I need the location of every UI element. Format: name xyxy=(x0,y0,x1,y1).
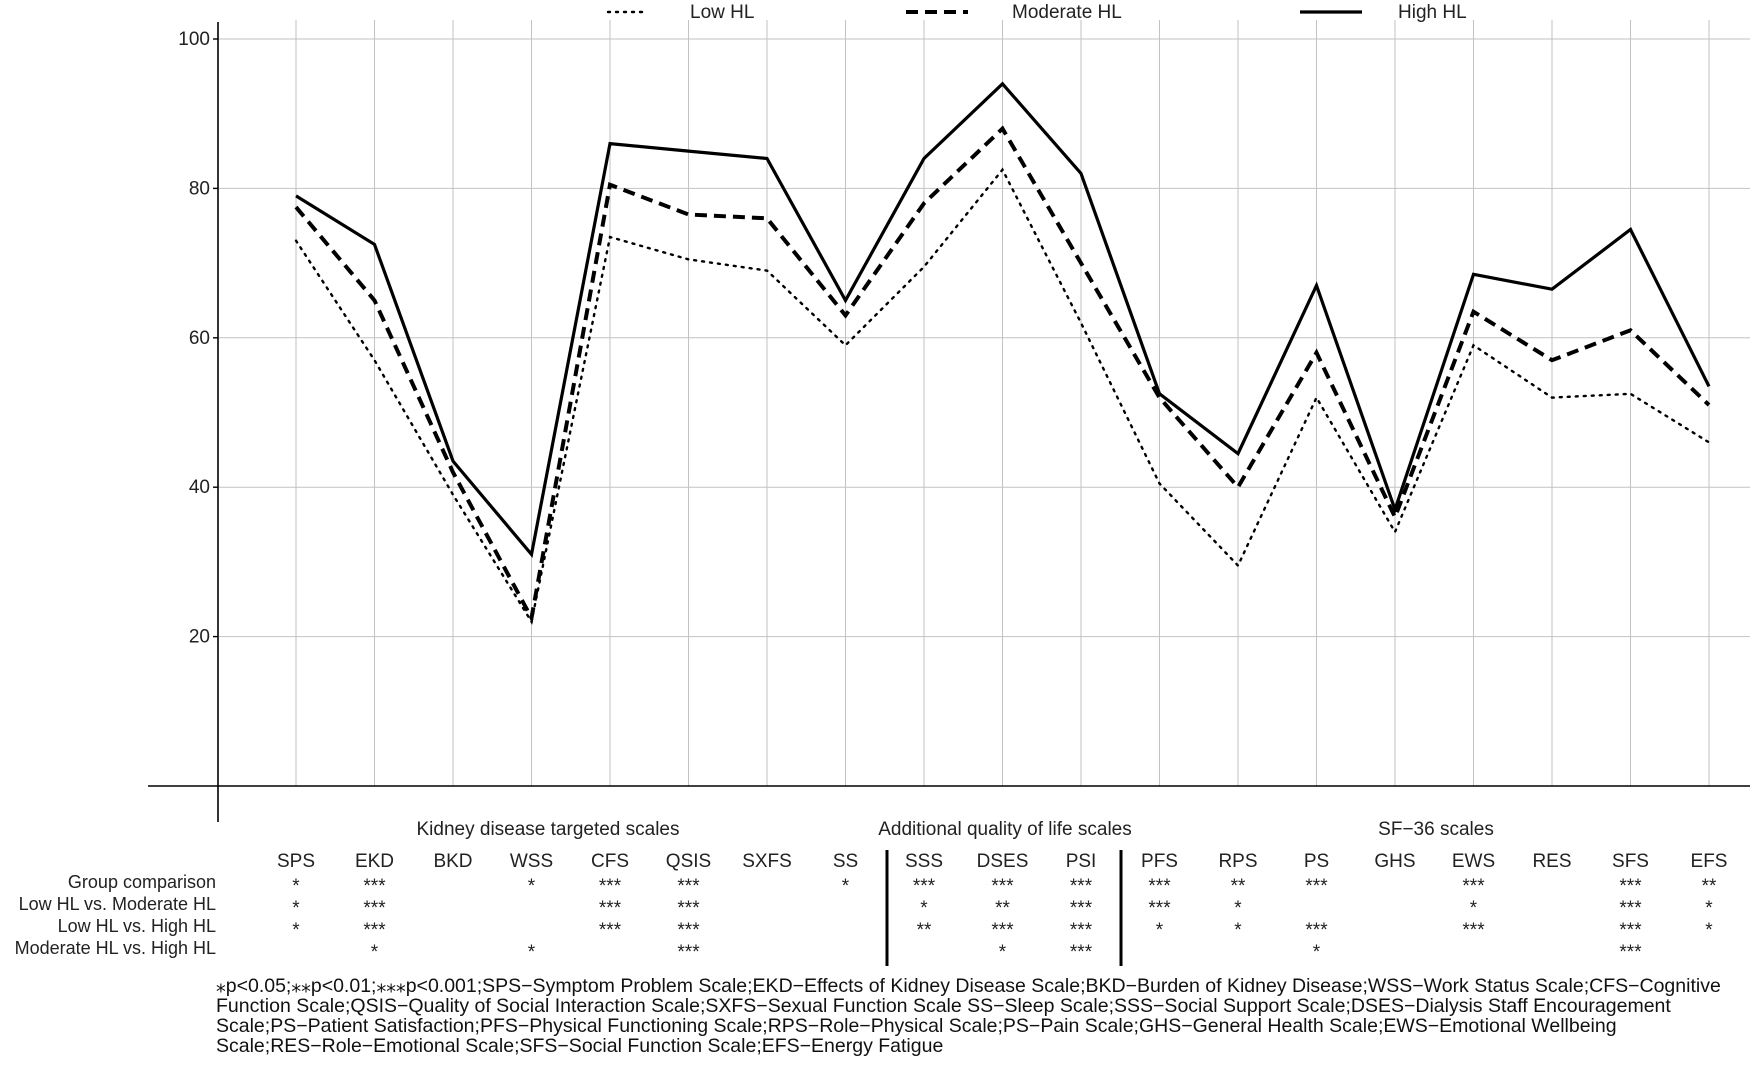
group-label: Additional quality of life scales xyxy=(878,819,1131,840)
category-label: PS xyxy=(1304,851,1329,872)
category-label: EKD xyxy=(355,851,394,872)
significance-mark: *** xyxy=(1070,942,1093,963)
category-label: WSS xyxy=(510,851,553,872)
significance-mark: ** xyxy=(995,898,1010,919)
significance-mark: *** xyxy=(1148,898,1171,919)
significance-mark: *** xyxy=(1070,876,1093,897)
significance-mark: ** xyxy=(1231,876,1246,897)
significance-mark: *** xyxy=(677,876,700,897)
significance-mark: *** xyxy=(1619,898,1642,919)
significance-mark: *** xyxy=(1070,920,1093,941)
significance-mark: * xyxy=(528,876,536,897)
significance-mark: * xyxy=(1705,898,1713,919)
significance-mark: *** xyxy=(677,898,700,919)
group-label: Kidney disease targeted scales xyxy=(417,819,680,840)
significance-mark: *** xyxy=(599,898,622,919)
significance-mark: *** xyxy=(363,876,386,897)
significance-mark: *** xyxy=(913,876,936,897)
significance-mark: *** xyxy=(599,876,622,897)
legend-label: High HL xyxy=(1398,2,1467,23)
category-label: SSS xyxy=(905,851,943,872)
significance-mark: * xyxy=(1313,942,1321,963)
significance-row-label: Moderate HL vs. High HL xyxy=(15,938,216,958)
category-label: CFS xyxy=(591,851,629,872)
series-line-high-hl xyxy=(295,81,1711,559)
significance-mark: *** xyxy=(677,942,700,963)
significance-mark: *** xyxy=(1148,876,1171,897)
significance-mark: * xyxy=(292,876,300,897)
significance-mark: * xyxy=(842,876,850,897)
y-ticks: 100 80 60 40 20 xyxy=(178,29,218,648)
category-label: EFS xyxy=(1691,851,1728,872)
footnote: ⁎p<0.05;⁎⁎p<0.01;⁎⁎⁎p<0.001;SPS−Symptom … xyxy=(216,975,1721,1057)
axes xyxy=(148,22,1750,822)
significance-mark: * xyxy=(1156,920,1164,941)
y-tick-label: 60 xyxy=(189,328,210,349)
category-label: SS xyxy=(833,851,858,872)
significance-mark: ** xyxy=(917,920,932,941)
significance-mark: * xyxy=(371,942,379,963)
significance-mark: *** xyxy=(1462,920,1485,941)
significance-table: Group comparison * *** * *** *** * *** *** *** ***… xyxy=(15,872,1717,963)
group-label: SF−36 scales xyxy=(1378,819,1494,840)
category-label: EWS xyxy=(1452,851,1495,872)
significance-mark: *** xyxy=(1070,898,1093,919)
significance-mark: ** xyxy=(1702,876,1717,897)
significance-mark: *** xyxy=(363,898,386,919)
significance-mark: *** xyxy=(1305,876,1328,897)
category-labels: SPS EKD BKD WSS CFS QSIS SXFS SS SSS DSES PSI PFS RP… xyxy=(277,851,1727,872)
group-dividers xyxy=(885,850,1123,966)
significance-mark: * xyxy=(292,898,300,919)
significance-mark: *** xyxy=(1619,920,1642,941)
series-line-moderate-hl xyxy=(294,125,1711,624)
category-label: BKD xyxy=(433,851,472,872)
significance-mark: *** xyxy=(991,876,1014,897)
y-tick-label: 20 xyxy=(189,627,210,648)
category-label: SFS xyxy=(1612,851,1649,872)
category-label: GHS xyxy=(1374,851,1415,872)
significance-mark: * xyxy=(1470,898,1478,919)
significance-mark: * xyxy=(528,942,536,963)
significance-mark: *** xyxy=(599,920,622,941)
significance-mark: * xyxy=(1234,898,1242,919)
significance-mark: *** xyxy=(991,920,1014,941)
legend-label: Low HL xyxy=(690,2,754,23)
y-tick-label: 80 xyxy=(189,178,210,199)
significance-mark: *** xyxy=(1619,942,1642,963)
significance-row-label: Group comparison xyxy=(68,872,216,892)
significance-mark: *** xyxy=(363,920,386,941)
significance-mark: *** xyxy=(1462,876,1485,897)
significance-mark: * xyxy=(1705,920,1713,941)
category-label: PSI xyxy=(1066,851,1097,872)
category-label: SPS xyxy=(277,851,315,872)
significance-mark: *** xyxy=(1305,920,1328,941)
significance-mark: * xyxy=(292,920,300,941)
significance-mark: * xyxy=(1234,920,1242,941)
grid xyxy=(218,20,1750,786)
y-tick-label: 40 xyxy=(189,477,210,498)
significance-mark: *** xyxy=(1619,876,1642,897)
category-label: PFS xyxy=(1141,851,1178,872)
significance-mark: *** xyxy=(677,920,700,941)
category-label: QSIS xyxy=(666,851,711,872)
significance-row-label: Low HL vs. Moderate HL xyxy=(19,894,216,914)
category-label: RPS xyxy=(1218,851,1257,872)
category-label: RES xyxy=(1532,851,1571,872)
series-lines xyxy=(294,81,1711,625)
line-chart: 100 80 60 40 20 Low HL Moderate HL High HL Kid… xyxy=(15,2,1750,966)
y-tick-label: 100 xyxy=(178,29,210,50)
legend: Low HL Moderate HL High HL xyxy=(606,2,1467,23)
category-label: SXFS xyxy=(742,851,792,872)
significance-mark: * xyxy=(920,898,928,919)
scale-group-labels: Kidney disease targeted scales Additional… xyxy=(417,819,1494,840)
legend-label: Moderate HL xyxy=(1012,2,1122,23)
category-label: DSES xyxy=(977,851,1029,872)
significance-row-label: Low HL vs. High HL xyxy=(58,916,216,936)
significance-mark: * xyxy=(999,942,1007,963)
